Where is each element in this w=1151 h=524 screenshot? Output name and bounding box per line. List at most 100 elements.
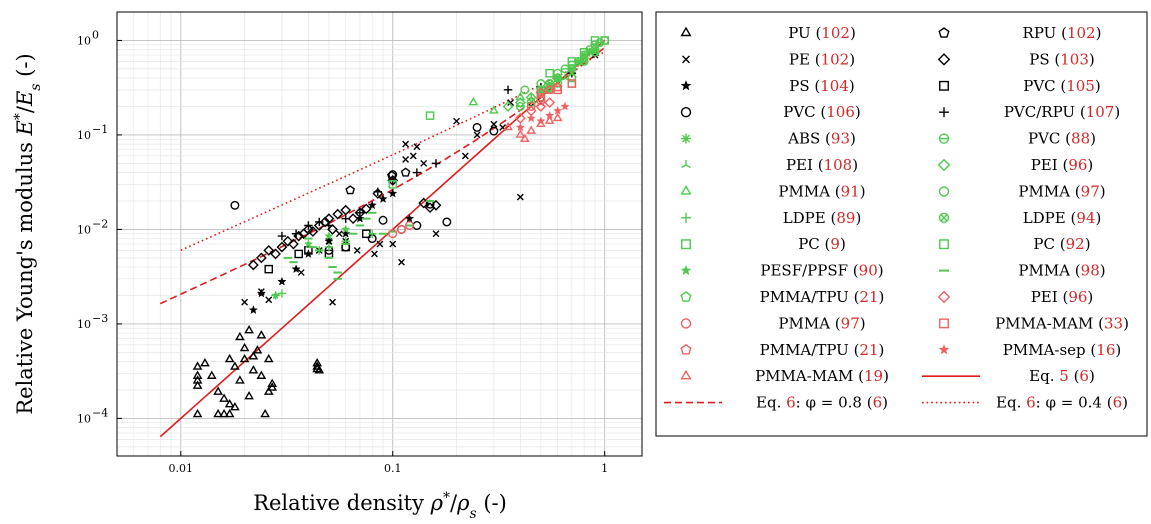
data-point [244, 324, 254, 334]
data-point [267, 382, 278, 391]
y-tick-label: 10 [77, 129, 91, 142]
data-point [319, 216, 331, 228]
data-point [260, 408, 270, 418]
data-point [335, 230, 343, 238]
legend-label: PC (92) [1033, 235, 1090, 253]
legend-symbol [681, 212, 691, 223]
data-point [329, 298, 336, 306]
data-point [553, 85, 562, 95]
data-point [490, 120, 498, 128]
data-point [552, 82, 563, 92]
legend-label: PEI (96) [1031, 156, 1094, 174]
x-tick-label: 0.1 [384, 462, 402, 475]
legend-label: PEI (96) [1031, 288, 1094, 306]
legend-label: PS (104) [789, 77, 855, 95]
legend-symbol [938, 27, 950, 38]
data-point [315, 217, 324, 227]
data-point [224, 398, 235, 408]
data-point [425, 111, 435, 120]
legend-item: ABS (93) [681, 130, 856, 148]
legend-symbol [680, 318, 692, 329]
legend-symbol [937, 290, 951, 304]
legend-symbol [680, 369, 692, 380]
data-point [461, 152, 469, 160]
data-point [219, 408, 229, 418]
y-tick-label: 10 [77, 412, 91, 425]
data-point [263, 353, 274, 363]
data-point [192, 380, 203, 389]
data-point [544, 115, 555, 124]
legend-label: Eq. 6: φ = 0.4 (6) [996, 394, 1128, 412]
x-axis-label: Relative density ρ*/ρs (-) [253, 490, 507, 522]
data-point [200, 358, 210, 367]
legend-item: PMMA-MAM (19) [680, 367, 889, 385]
y-tick-label: 10 [77, 34, 91, 47]
data-point [544, 84, 555, 93]
legend-label: PC (9) [798, 235, 846, 253]
legend-symbol [937, 53, 951, 66]
data-point [332, 208, 344, 220]
data-point [579, 56, 589, 66]
legend-symbol [938, 186, 950, 197]
data-point [314, 365, 325, 374]
data-point [277, 276, 287, 286]
data-point [248, 365, 259, 374]
legend-symbol [938, 344, 950, 355]
x-tick-label: 0.01 [169, 462, 194, 475]
legend-frame [655, 11, 1148, 437]
legend-label: LDPE (94) [1023, 209, 1102, 227]
legend-symbol [938, 133, 950, 144]
legend-item: PEI (96) [937, 288, 1094, 306]
data-point [263, 386, 274, 395]
data-point [270, 290, 281, 300]
data-point [402, 140, 410, 148]
legend-symbol [680, 106, 692, 118]
legend-symbol [680, 184, 692, 195]
data-point [353, 246, 361, 254]
series-0 [192, 324, 325, 418]
data-point [489, 105, 499, 114]
data-point [341, 224, 351, 234]
legend-label: PMMA/TPU (21) [760, 341, 885, 359]
data-point [430, 199, 442, 211]
legend-item: PC (92) [939, 235, 1091, 253]
legend-item: Eq. 6: φ = 0.4 (6) [922, 394, 1128, 412]
data-point [413, 143, 421, 151]
series-5 [264, 229, 371, 274]
plot-frame [116, 11, 643, 457]
legend-label: PEI (108) [786, 156, 858, 174]
legend-label: LDPE (89) [783, 209, 862, 227]
data-point [503, 121, 513, 131]
data-point [590, 45, 600, 55]
data-point [270, 248, 281, 260]
data-point [235, 331, 245, 341]
data-point [368, 229, 377, 238]
data-point [388, 180, 398, 189]
y-tick-exponent: −1 [92, 123, 108, 136]
data-point [398, 258, 405, 266]
data-point [585, 48, 594, 57]
data-point [590, 45, 600, 54]
data-point [536, 93, 546, 102]
y-tick-label: 10 [77, 223, 91, 236]
data-point [241, 298, 249, 306]
legend-label: ABS (93) [787, 130, 856, 148]
data-point [304, 246, 313, 255]
data-point [277, 231, 287, 241]
legend-symbol [680, 264, 692, 276]
legend-label: PMMA (91) [778, 182, 865, 200]
legend-label: PMMA (98) [1018, 262, 1105, 280]
legend-symbol [680, 343, 692, 355]
data-point [535, 101, 547, 112]
data-point [515, 129, 526, 138]
data-point [324, 231, 334, 241]
legend-label: PU (102) [788, 24, 856, 42]
data-point [552, 112, 563, 122]
data-point [324, 221, 334, 230]
data-point [324, 242, 334, 252]
legend-item: PC (9) [681, 235, 846, 253]
data-point [219, 393, 229, 402]
data-point [265, 296, 273, 304]
data-point [213, 408, 223, 418]
series-17 [545, 36, 609, 78]
